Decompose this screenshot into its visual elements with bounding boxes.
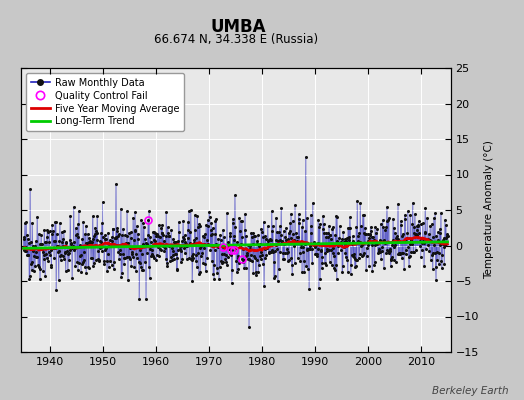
Title: 66.674 N, 34.338 E (Russia): 66.674 N, 34.338 E (Russia)	[154, 33, 318, 46]
Legend: Raw Monthly Data, Quality Control Fail, Five Year Moving Average, Long-Term Tren: Raw Monthly Data, Quality Control Fail, …	[26, 73, 184, 131]
Text: UMBA: UMBA	[211, 18, 266, 36]
Text: Berkeley Earth: Berkeley Earth	[432, 386, 508, 396]
Y-axis label: Temperature Anomaly (°C): Temperature Anomaly (°C)	[484, 140, 495, 280]
